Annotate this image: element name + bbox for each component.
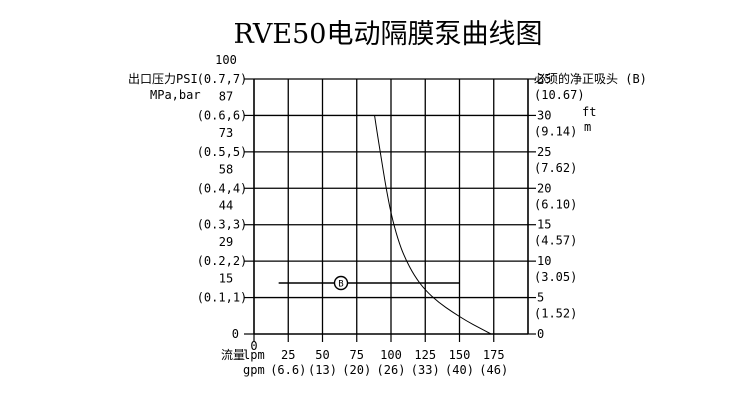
x-tick-label-lpm: 100 [380, 348, 402, 362]
x-tick-label-lpm: 150 [449, 348, 471, 362]
axis-labels: 100(0.7,7)87(0.6,6)73(0.5,5)58(0.4,4)44(… [128, 53, 647, 377]
right-tick-label-ft: 25 [537, 145, 551, 159]
curve-b-marker [333, 275, 349, 291]
left-tick-label-mpa: (0.7,7) [197, 72, 248, 86]
x-tick-label-gpm: (33) [411, 363, 440, 377]
left-tick-label-mpa: (0.4,4) [197, 181, 248, 195]
right-tick-label-m: (6.10) [534, 197, 577, 211]
x-tick-label-lpm: 75 [350, 348, 364, 362]
right-tick-label-m: (4.57) [534, 234, 577, 248]
left-tick-label-psi: 100 [215, 53, 237, 67]
left-tick-label-psi: 44 [219, 199, 233, 213]
left-axis-label: 出口压力PSI [128, 72, 198, 86]
left-tick-label-mpa: (0.3,3) [197, 218, 248, 232]
right-axis-unit-m: m [584, 120, 591, 134]
x-tick-label-gpm: (46) [479, 363, 508, 377]
x-axis-unit-gpm: gpm [243, 363, 265, 377]
left-tick-label-psi: 29 [219, 235, 233, 249]
left-tick-label-psi: 0 [232, 327, 239, 341]
x-tick-label-lpm: 50 [315, 348, 329, 362]
right-tick-label-m: (1.52) [534, 307, 577, 321]
left-tick-label-psi: 15 [219, 272, 233, 286]
x-tick-label-gpm: (26) [377, 363, 406, 377]
right-tick-label-ft: 30 [537, 108, 551, 122]
left-axis-unit-label: MPa,bar [150, 88, 201, 102]
right-tick-label-m: (3.05) [534, 270, 577, 284]
left-tick-label-psi: 58 [219, 162, 233, 176]
x-tick-label-lpm: 0 [250, 339, 257, 353]
axes [244, 78, 536, 342]
right-tick-label-ft: 0 [537, 327, 544, 341]
x-tick-label-lpm: 125 [414, 348, 436, 362]
x-tick-label-gpm: (13) [308, 363, 337, 377]
npshr-curve [374, 115, 492, 335]
grid [254, 78, 528, 334]
right-axis-unit-ft: ft [582, 105, 596, 119]
x-axis-label: 流量 [221, 348, 245, 362]
left-tick-label-mpa: (0.1,1) [197, 291, 248, 305]
left-tick-label-mpa: (0.6,6) [197, 108, 248, 122]
right-tick-label-m: (7.62) [534, 161, 577, 175]
left-tick-label-mpa: (0.2,2) [197, 254, 248, 268]
left-tick-label-psi: 73 [219, 126, 233, 140]
right-axis-label: 必须的净正吸头 (B) [534, 71, 647, 86]
left-tick-label-psi: 87 [219, 89, 233, 103]
right-tick-label-m: (10.67) [534, 88, 585, 102]
x-tick-label-gpm: (20) [342, 363, 371, 377]
right-tick-label-ft: 10 [537, 254, 551, 268]
right-tick-label-ft: 15 [537, 218, 551, 232]
x-tick-label-lpm: 175 [483, 348, 505, 362]
x-tick-label-gpm: (6.6) [270, 363, 306, 377]
right-tick-label-ft: 5 [537, 291, 544, 305]
left-tick-label-mpa: (0.5,5) [197, 145, 248, 159]
x-tick-label-lpm: 25 [281, 348, 295, 362]
curve-b-marker-label: B [338, 280, 343, 290]
right-tick-label-m: (9.14) [534, 124, 577, 138]
x-axis-unit-lpm: lpm [243, 348, 265, 362]
x-tick-label-gpm: (40) [445, 363, 474, 377]
right-tick-label-ft: 20 [537, 181, 551, 195]
chart-title: RVE50电动隔膜泵曲线图 [234, 19, 543, 50]
right-tick-label-ft: 35 [537, 72, 551, 86]
series: B [278, 115, 492, 335]
